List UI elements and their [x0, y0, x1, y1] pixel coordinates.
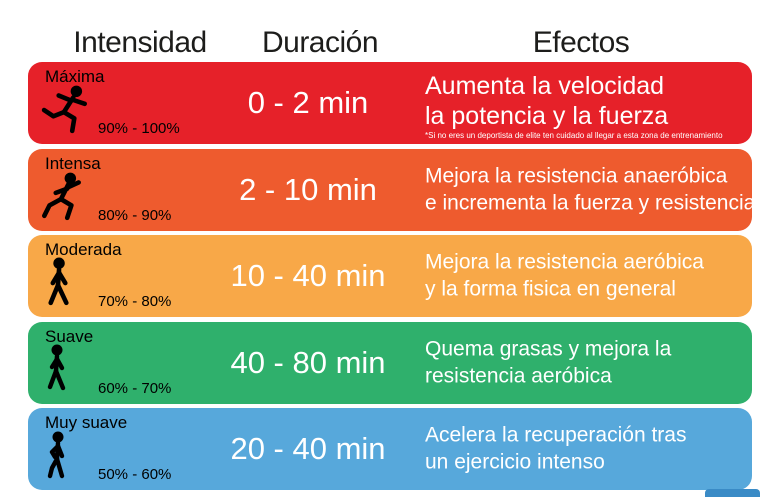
zone-name: Moderada [45, 240, 122, 259]
duration-value: 40 - 80 min [230, 344, 386, 380]
intensity-zones-table: Máxima 90% - 100% 0 - 2 min Aumenta la v… [28, 62, 755, 490]
heart-rate-range: 90% - 100% [98, 120, 180, 137]
strolling-person-icon [38, 430, 74, 480]
effects-text: Quema grasas y mejora la resistencia aer… [425, 335, 742, 390]
heart-rate-range: 60% - 70% [98, 379, 172, 397]
zone-name: Intensa [45, 153, 101, 173]
running-person-icon [38, 171, 86, 221]
zone-row-intensa: Intensa 80% - 90% 2 - 10 min Mejora la r… [28, 148, 755, 231]
zone-row-muy-suave: Muy suave 50% - 60% 20 - 40 min Acelera … [28, 408, 752, 490]
zone-name: Muy suave [45, 413, 128, 432]
zone-row-maxima: Máxima 90% - 100% 0 - 2 min Aumenta la v… [28, 62, 752, 144]
duration-value: 10 - 40 min [230, 258, 386, 293]
effects-line: un ejercicio intenso [425, 451, 605, 474]
walking-person-icon [38, 257, 78, 307]
effects-text: Mejora la resistencia anaeróbica e incre… [425, 162, 755, 217]
duration-value: 0 - 2 min [247, 85, 369, 120]
effects-text: Mejora la resistencia aeróbica y la form… [425, 249, 742, 304]
heart-rate-range: 80% - 90% [98, 206, 172, 224]
effects-line: la potencia y la fuerza [425, 102, 669, 130]
column-header-effects: Efectos [532, 26, 630, 59]
effects-line: resistencia aeróbica [425, 364, 612, 388]
zone-name: Suave [45, 326, 94, 346]
column-header-duration: Duración [261, 26, 379, 59]
duration-value: 20 - 40 min [230, 431, 386, 466]
zone-name: Máxima [45, 67, 105, 86]
effects-line: Aumenta la velocidad [425, 72, 665, 100]
cropped-bottom-element [705, 489, 760, 497]
effects-line: e incrementa la fuerza y resistencia [425, 191, 756, 215]
effects-line: Quema grasas y mejora la [425, 337, 672, 361]
heart-rate-range: 70% - 80% [98, 293, 172, 310]
sprinting-person-icon [38, 84, 96, 134]
duration-value: 2 - 10 min [239, 171, 377, 207]
effects-line: Mejora la resistencia anaeróbica [425, 164, 728, 188]
zone-row-moderada: Moderada 70% - 80% 10 - 40 min Mejora la… [28, 235, 752, 317]
effects-text: Aumenta la velocidad la potencia y la fu… [425, 71, 742, 131]
column-header-intensity: Intensidad [73, 26, 207, 59]
zone-row-suave: Suave 60% - 70% 40 - 80 min Quema grasas… [28, 321, 752, 404]
elite-warning-footnote: *Si no eres un deportista de elite ten c… [425, 131, 723, 140]
walking-person-icon [38, 344, 74, 392]
heart-rate-range: 50% - 60% [98, 466, 172, 483]
effects-line: Mejora la resistencia aeróbica [425, 250, 704, 274]
effects-text: Acelera la recuperación tras un ejercici… [425, 422, 742, 477]
effects-line: y la forma fisica en general [425, 278, 676, 301]
effects-line: Acelera la recuperación tras [425, 423, 687, 447]
